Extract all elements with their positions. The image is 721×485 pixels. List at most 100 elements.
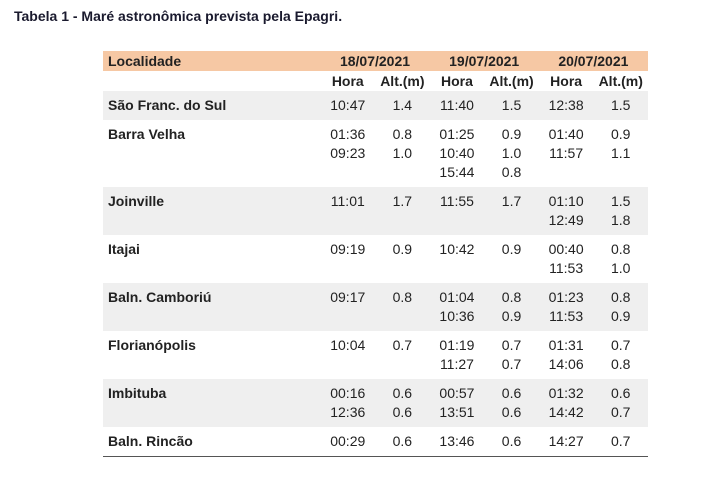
hora-cell: 01:10 12:49 (538, 187, 594, 235)
hora: 01:10 (548, 193, 584, 209)
altura: 1.5 (501, 97, 522, 113)
alt-cell: 0.8 0.9 (484, 283, 539, 331)
subheader-cell: Alt.(m) (598, 73, 643, 89)
location-name: São Franc. do Sul (108, 97, 227, 113)
altura: 0.9 (610, 126, 631, 142)
hora: 14:42 (548, 404, 584, 420)
subheader-cell: Alt.(m) (380, 73, 425, 89)
altura: 1.8 (610, 212, 631, 228)
hora-cell: 13:46 (429, 427, 485, 457)
empty-cell (103, 71, 320, 91)
location-cell: Barra Velha (103, 120, 320, 187)
hora: 12:36 (330, 404, 366, 420)
caption: Tabela 1 - Maré astronômica prevista pel… (14, 8, 343, 24)
hora: 15:44 (439, 164, 475, 180)
altura: 1.0 (392, 145, 413, 161)
alt-cell: 0.9 1.1 (593, 120, 648, 187)
altura: 0.6 (392, 433, 413, 449)
location-name: Joinville (108, 193, 165, 209)
hora-cell: 09:17 (320, 283, 376, 331)
altura: 0.6 (610, 385, 631, 401)
subheader-row: Hora Alt.(m) Hora Alt.(m) Hora Alt.(m) (103, 71, 648, 91)
hora-cell: 01:36 09:23 (320, 120, 375, 187)
alt-cell: 0.6 (375, 427, 430, 457)
subheader-cell: Hora (331, 73, 364, 89)
altura: 0.7 (610, 337, 631, 353)
hora: 01:19 (439, 337, 475, 353)
subheader-cell: Hora (440, 73, 473, 89)
altura: 1.5 (610, 193, 631, 209)
hora: 10:42 (439, 241, 475, 257)
hora: 11:27 (439, 356, 474, 372)
hora-cell: 10:42 (430, 235, 485, 283)
altura: 0.8 (392, 289, 413, 305)
altura: 0.7 (610, 404, 631, 420)
alt-cell: 0.6 0.7 (593, 379, 648, 427)
hora: 14:27 (548, 433, 584, 449)
location-cell: Joinville (103, 187, 321, 235)
location-cell: São Franc. do Sul (103, 91, 321, 120)
subheader-cell: Hora (550, 73, 583, 89)
hora-cell: 00:40 11:53 (539, 235, 594, 283)
alt-cell: 1.7 (484, 187, 539, 235)
hora: 09:23 (330, 145, 366, 161)
altura: 0.9 (610, 308, 631, 324)
header-row: Localidade 18/07/2021 19/07/2021 20/07/2021 (103, 51, 648, 71)
location-cell: Baln. Camboriú (103, 283, 321, 331)
location-name: Itajai (108, 241, 140, 257)
hora: 10:47 (330, 97, 366, 113)
tide-table: Localidade 18/07/2021 19/07/2021 20/07/2021… (103, 51, 648, 457)
alt-cell: 0.9 (484, 235, 538, 283)
table-row: Baln. Rincão 00:29 0.6 13:46 0.6 14:27 0.7 (103, 427, 648, 457)
altura: 0.9 (501, 241, 522, 257)
altura: 0.8 (610, 289, 631, 305)
hora: 01:31 (548, 337, 584, 353)
alt-cell: 0.9 (375, 235, 429, 283)
location-name: Florianópolis (108, 337, 196, 353)
altura: 0.6 (392, 404, 413, 420)
hora: 10:40 (439, 145, 475, 161)
hora-cell: 01:04 10:36 (429, 283, 485, 331)
altura: 0.7 (501, 337, 522, 353)
alt-cell: 0.7 0.7 (484, 331, 538, 379)
location-cell: Baln. Rincão (103, 427, 321, 457)
table-row: Baln. Camboriú 09:17 0.8 01:04 10:36 0.8 0.9 01… (103, 283, 648, 331)
hora: 00:16 (330, 385, 366, 401)
hora: 09:17 (330, 289, 366, 305)
hora-cell: 01:25 10:40 15:44 (430, 120, 485, 187)
table-row: Joinville 11:01 1.7 11:55 1.7 01:10 12:49 1.5 1.… (103, 187, 648, 235)
alt-cell: 0.7 (375, 331, 429, 379)
alt-cell: 0.7 0.8 (593, 331, 648, 379)
location-cell: Florianópolis (103, 331, 320, 379)
hora-cell: 01:31 14:06 (539, 331, 594, 379)
alt-cell: 0.6 (484, 427, 539, 457)
alt-cell: 0.9 1.0 0.8 (484, 120, 538, 187)
hora-cell: 09:19 (320, 235, 375, 283)
alt-cell: 0.6 0.6 (484, 379, 539, 427)
table-row: Imbituba 00:16 12:36 0.6 0.6 00:57 13:51 0.6 0.6… (103, 379, 648, 427)
date-header: 18/07/2021 (320, 51, 430, 71)
altura: 0.6 (501, 385, 522, 401)
hora: 11:53 (549, 260, 584, 276)
alt-cell: 0.8 1.0 (593, 235, 648, 283)
hora: 00:57 (439, 385, 475, 401)
date-header: 20/07/2021 (538, 51, 648, 71)
table-row: Barra Velha 01:36 09:23 0.8 1.0 01:25 10:40 15:… (103, 120, 648, 187)
date-header: 19/07/2021 (429, 51, 539, 71)
hora: 11:55 (439, 193, 474, 209)
hora: 12:49 (548, 212, 584, 228)
alt-cell: 0.8 (375, 283, 430, 331)
altura: 1.0 (501, 145, 522, 161)
location-name: Baln. Rincão (108, 433, 193, 449)
hora: 13:46 (439, 433, 475, 449)
hora-cell: 01:19 11:27 (430, 331, 485, 379)
hora: 01:25 (439, 126, 475, 142)
altura: 0.6 (501, 404, 522, 420)
alt-cell: 0.8 1.0 (375, 120, 429, 187)
location-name: Barra Velha (108, 126, 186, 142)
altura: 0.8 (610, 241, 631, 257)
hora-cell: 01:32 14:42 (538, 379, 594, 427)
alt-cell: 1.5 (484, 91, 539, 120)
altura: 0.9 (392, 241, 413, 257)
location-cell: Imbituba (103, 379, 321, 427)
